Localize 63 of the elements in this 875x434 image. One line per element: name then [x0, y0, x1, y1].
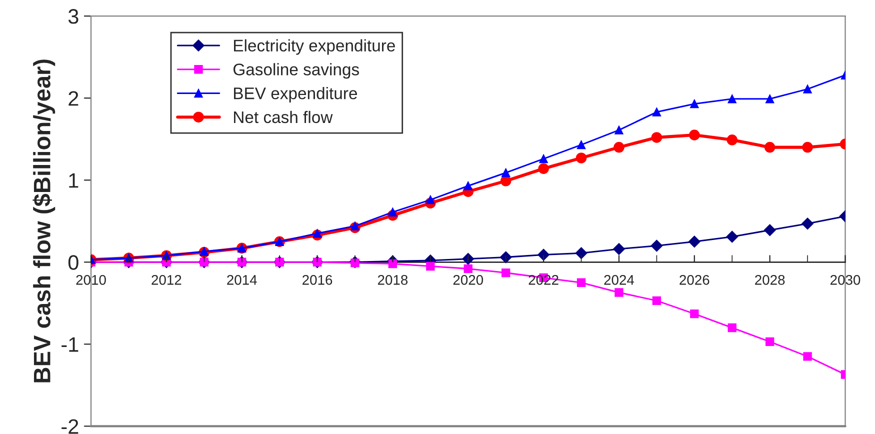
point	[689, 130, 700, 140]
x-tick-label: 2020	[453, 275, 484, 285]
y-tick-label: 0	[68, 255, 78, 270]
y-tick-label: 3	[68, 9, 78, 24]
point	[726, 134, 738, 146]
point	[576, 152, 587, 164]
point	[764, 142, 776, 153]
y-tick-label: -2	[62, 419, 78, 434]
point	[688, 236, 700, 248]
point	[539, 154, 548, 164]
point	[462, 252, 474, 265]
legend-label: Gasoline savings	[233, 63, 359, 79]
legend-label: Net cash flow	[234, 110, 333, 124]
point	[502, 268, 510, 278]
point	[502, 168, 510, 178]
legend-label: Electricity expenditure	[234, 39, 395, 55]
x-tick-label: 2028	[755, 275, 785, 285]
point	[652, 296, 662, 306]
point	[765, 94, 774, 104]
point	[576, 140, 586, 150]
point	[576, 278, 586, 287]
point	[350, 222, 360, 230]
point	[765, 337, 774, 346]
point	[690, 309, 699, 318]
point	[538, 248, 550, 261]
point	[652, 108, 662, 116]
point	[312, 229, 322, 238]
y-tick-label: 2	[68, 91, 78, 106]
point	[388, 259, 398, 268]
point	[802, 142, 813, 153]
point	[802, 218, 814, 230]
x-tick-label: 2026	[680, 275, 710, 285]
point	[614, 142, 624, 153]
point	[650, 240, 663, 252]
point	[728, 323, 736, 332]
point	[764, 224, 776, 236]
point	[500, 251, 512, 264]
point	[726, 230, 738, 243]
x-tick-label: 2014	[227, 275, 257, 285]
point	[690, 99, 699, 108]
x-tick-label: 2018	[378, 275, 408, 285]
point	[614, 126, 624, 134]
point	[464, 264, 472, 274]
legend-label: BEV expenditure	[234, 87, 357, 103]
point	[614, 288, 624, 297]
x-tick-label: 2024	[604, 275, 634, 285]
x-tick-label: 2012	[152, 275, 182, 285]
point	[613, 243, 625, 255]
point	[426, 195, 435, 204]
point	[464, 182, 472, 190]
y-axis-title: BEV cash flow ($Billion/year)	[32, 60, 56, 382]
point	[803, 352, 812, 361]
y-tick-label: -1	[62, 337, 78, 352]
point	[575, 247, 588, 260]
point	[388, 208, 398, 216]
point	[538, 163, 549, 174]
point	[500, 176, 512, 186]
y-tick-label: 1	[69, 173, 78, 188]
point	[803, 84, 812, 94]
point	[426, 262, 435, 271]
point	[651, 132, 662, 143]
point	[728, 94, 736, 104]
x-tick-label: 2016	[302, 275, 332, 285]
